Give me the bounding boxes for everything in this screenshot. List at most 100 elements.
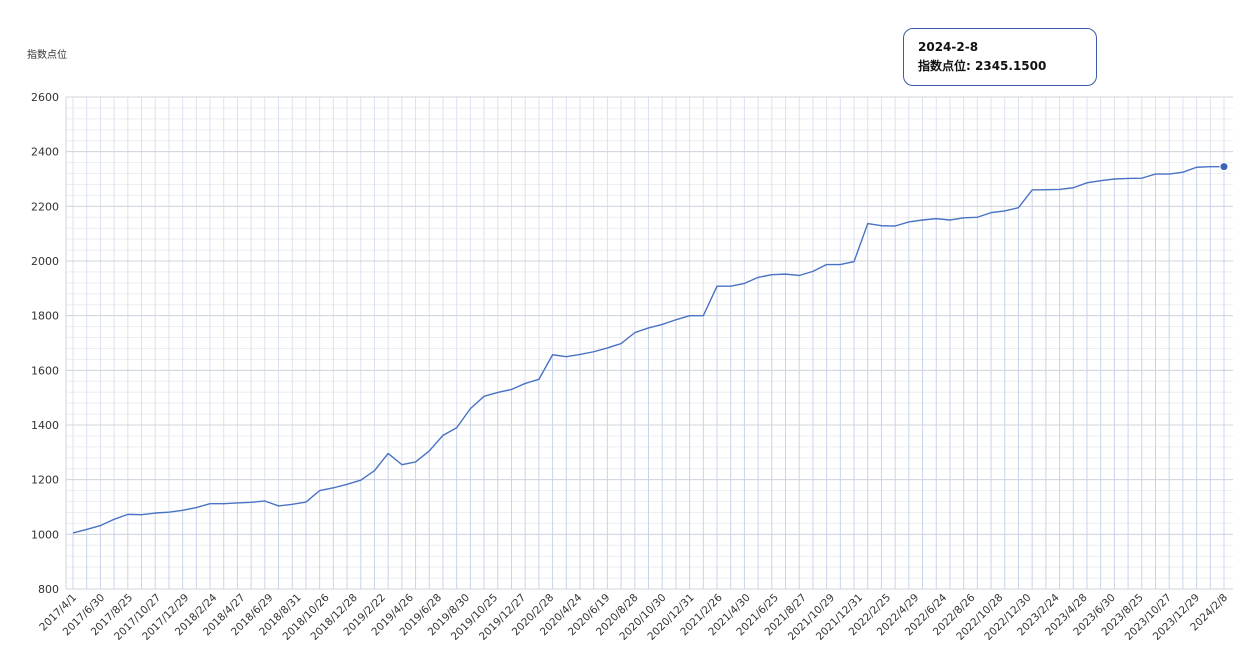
highlight-marker-group: [1219, 162, 1229, 172]
data-point: [702, 314, 704, 316]
data-point: [949, 219, 951, 221]
y-tick-label: 1600: [31, 364, 59, 377]
data-point: [730, 285, 732, 287]
data-point: [1099, 179, 1101, 181]
data-point: [373, 469, 375, 471]
tooltip-value-line: 指数点位: 2345.1500: [918, 59, 1047, 73]
data-point: [675, 319, 677, 321]
data-point: [716, 285, 718, 287]
data-point: [442, 434, 444, 436]
data-point: [428, 450, 430, 452]
y-axis-label: 指数点位: [27, 50, 67, 61]
data-point: [168, 511, 170, 513]
x-tick-labels: 2017/4/12017/6/302017/8/252017/10/272017…: [37, 591, 1230, 643]
y-tick-label: 800: [38, 583, 59, 596]
data-point: [743, 282, 745, 284]
data-point: [497, 391, 499, 393]
data-point: [935, 217, 937, 219]
data-point: [72, 532, 74, 534]
data-point: [264, 500, 266, 502]
data-point: [867, 222, 869, 224]
data-point: [140, 513, 142, 515]
minor-gridlines: [66, 96, 1233, 590]
series-group: [72, 165, 1225, 534]
data-point: [853, 260, 855, 262]
data-point: [277, 505, 279, 507]
data-point: [565, 355, 567, 357]
tooltip-label: 指数点位: [918, 59, 967, 73]
data-point: [757, 276, 759, 278]
data-point: [346, 483, 348, 485]
data-point: [1182, 171, 1184, 173]
data-point: [606, 347, 608, 349]
data-point: [127, 513, 129, 515]
data-point: [620, 342, 622, 344]
data-point: [551, 354, 553, 356]
y-tick-label: 1400: [31, 419, 59, 432]
data-point: [976, 216, 978, 218]
data-point: [469, 407, 471, 409]
tooltip-value: 2345.1500: [975, 59, 1047, 73]
y-tick-label: 2600: [31, 91, 59, 104]
data-point: [1045, 188, 1047, 190]
y-tick-label: 2400: [31, 146, 59, 159]
data-point: [401, 463, 403, 465]
tooltip: 2024-2-8 指数点位: 2345.1500: [903, 28, 1097, 86]
highlight-marker: [1219, 162, 1229, 172]
data-point: [181, 509, 183, 511]
data-point: [634, 331, 636, 333]
data-point: [1004, 210, 1006, 212]
data-point: [812, 270, 814, 272]
data-point: [688, 314, 690, 316]
data-point: [921, 219, 923, 221]
data-point: [1154, 173, 1156, 175]
y-tick-label: 2000: [31, 255, 59, 268]
y-tick-labels: 800 1000 1200 1400 1600 1800 2000 2200 2400 2600: [31, 91, 59, 596]
data-point: [195, 506, 197, 508]
data-point: [839, 263, 841, 265]
y-tick-label: 1200: [31, 474, 59, 487]
data-point: [510, 388, 512, 390]
data-point: [113, 518, 115, 520]
major-gridlines: [65, 96, 1233, 590]
y-tick-label: 2200: [31, 200, 59, 213]
data-point: [1209, 166, 1211, 168]
tooltip-date: 2024-2-8: [918, 40, 979, 54]
data-point: [538, 378, 540, 380]
data-point: [524, 382, 526, 384]
data-point: [223, 503, 225, 505]
data-point: [360, 479, 362, 481]
data-point: [1141, 177, 1143, 179]
data-point: [250, 501, 252, 503]
data-point: [592, 351, 594, 353]
data-point: [99, 524, 101, 526]
data-point: [1058, 188, 1060, 190]
series-line: [72, 165, 1225, 534]
data-point: [305, 501, 307, 503]
y-tick-label: 1000: [31, 528, 59, 541]
data-point: [318, 489, 320, 491]
data-point: [1113, 178, 1115, 180]
data-point: [154, 512, 156, 514]
data-point: [209, 503, 211, 505]
data-point: [798, 274, 800, 276]
data-point: [1195, 166, 1197, 168]
data-point: [414, 461, 416, 463]
data-point: [825, 263, 827, 265]
data-point: [990, 211, 992, 213]
data-point: [962, 217, 964, 219]
data-point: [880, 225, 882, 227]
data-point: [579, 353, 581, 355]
data-point: [332, 487, 334, 489]
data-point: [236, 502, 238, 504]
data-point: [1072, 187, 1074, 189]
data-point: [86, 528, 88, 530]
data-point: [483, 395, 485, 397]
y-tick-label: 1800: [31, 310, 59, 323]
data-point: [784, 273, 786, 275]
data-point: [455, 427, 457, 429]
data-point: [1086, 182, 1088, 184]
data-point: [291, 503, 293, 505]
data-point: [647, 327, 649, 329]
